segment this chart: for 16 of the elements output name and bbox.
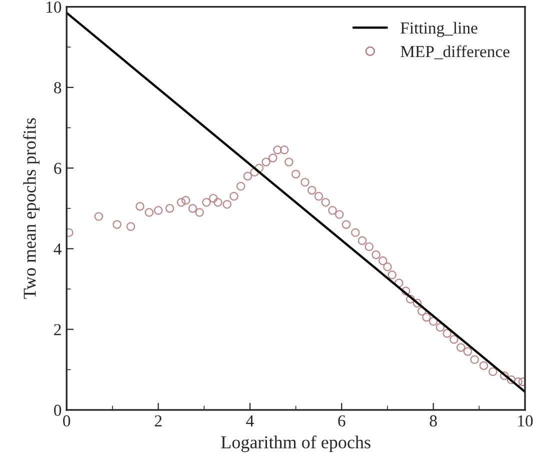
legend-label: MEP_difference [400, 45, 510, 60]
x-tick-label: 10 [518, 415, 533, 427]
x-tick-label: 0 [63, 415, 70, 427]
y-tick-label: 2 [54, 324, 61, 336]
y-tick-label: 0 [54, 404, 62, 416]
y-tick-label: 10 [46, 1, 62, 13]
x-tick-label: 6 [338, 415, 346, 427]
x-axis-title: Logarithm of epochs [221, 435, 370, 452]
x-tick-label: 4 [246, 415, 254, 426]
y-axis-title: Two mean epochs profits [22, 118, 40, 299]
y-tick-label: 6 [54, 162, 62, 174]
legend-label: Fitting_line [400, 22, 478, 38]
y-tick-label: 8 [54, 82, 62, 94]
x-tick-label: 8 [430, 415, 437, 427]
y-tick-label: 4 [54, 244, 62, 254]
x-tick-label: 2 [154, 415, 162, 426]
